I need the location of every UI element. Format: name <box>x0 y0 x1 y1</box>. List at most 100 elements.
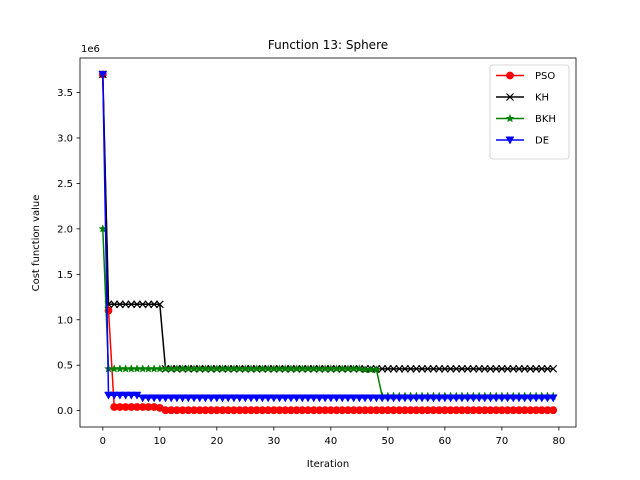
data-point-de <box>126 391 136 400</box>
data-point-de <box>189 394 199 403</box>
data-point-kh <box>515 364 523 373</box>
x-tick-label: 0 <box>100 436 106 447</box>
x-tick-label: 40 <box>324 436 337 447</box>
data-point-de <box>525 394 535 403</box>
y-tick-label: 1.0 <box>57 315 73 326</box>
y-tick-label: 0.0 <box>57 406 73 417</box>
data-point-de <box>309 394 319 403</box>
data-point-de <box>537 394 547 403</box>
data-point-de <box>337 394 347 403</box>
data-point-de <box>520 394 530 403</box>
data-point-kh <box>127 300 136 309</box>
x-tick-label: 60 <box>439 436 452 447</box>
legend-label: DE <box>535 136 549 147</box>
data-point-de <box>417 394 427 403</box>
data-point-de <box>161 394 170 403</box>
data-point-de <box>451 394 461 403</box>
data-point-bkh <box>354 364 364 373</box>
data-point-de <box>474 394 484 403</box>
data-point-de <box>400 394 410 403</box>
legend-item-pso: PSO <box>496 71 555 82</box>
data-point-de <box>372 394 381 403</box>
chart-title: Function 13: Sphere <box>268 38 388 52</box>
data-point-de <box>457 394 467 403</box>
data-point-de <box>223 394 233 403</box>
data-point-bkh <box>371 365 381 374</box>
data-point-kh <box>526 364 535 373</box>
data-point-kh <box>133 300 141 309</box>
legend-box <box>489 64 570 160</box>
legend: PSO KH BKH DE <box>489 64 570 160</box>
data-point-de <box>531 394 541 403</box>
y-tick-label: 1.5 <box>57 270 73 281</box>
x-tick-label: 70 <box>496 436 509 447</box>
data-point-de <box>104 391 113 400</box>
data-point-de <box>263 394 273 403</box>
data-point-de <box>109 391 119 400</box>
data-point-de <box>138 394 148 403</box>
data-point-kh <box>537 364 546 373</box>
data-point-de <box>246 394 256 403</box>
data-point-kh <box>497 364 506 373</box>
data-point-kh <box>463 364 472 373</box>
data-point-de <box>258 394 267 403</box>
legend-label: KH <box>535 93 549 104</box>
y-tick-label: 2.0 <box>57 224 73 235</box>
x-tick-label: 50 <box>381 436 394 447</box>
data-point-kh <box>389 364 398 373</box>
data-point-de <box>183 394 193 403</box>
data-point-kh <box>492 364 501 373</box>
legend-swatch-marker <box>506 71 514 80</box>
legend-swatch-marker <box>505 113 515 123</box>
series-layer <box>98 70 558 415</box>
data-point-de <box>178 394 188 403</box>
data-point-kh <box>469 364 478 373</box>
data-point-de <box>543 394 552 403</box>
plot-frame <box>79 57 577 428</box>
data-point-de <box>508 394 518 403</box>
data-point-de <box>275 394 284 403</box>
data-point-de <box>332 394 341 403</box>
data-point-kh <box>429 364 438 373</box>
data-point-de <box>503 394 513 403</box>
data-point-kh <box>395 364 404 373</box>
data-point-de <box>411 394 421 403</box>
y-tick-label: 3.0 <box>57 133 73 144</box>
data-point-de <box>326 394 336 403</box>
data-point-de <box>297 394 307 403</box>
data-point-kh <box>115 300 124 309</box>
legend-item-de: DE <box>496 136 549 147</box>
data-point-de <box>446 394 455 403</box>
data-point-pso <box>549 406 558 415</box>
data-point-de <box>320 394 330 403</box>
x-tick-label: 10 <box>153 436 166 447</box>
legend-item-kh: KH <box>496 93 549 104</box>
data-point-kh <box>440 364 449 373</box>
data-point-de <box>235 394 245 403</box>
legend-swatch-marker <box>505 136 515 145</box>
data-point-de <box>149 394 159 403</box>
data-point-de <box>497 394 507 403</box>
legend-item-bkh: BKH <box>496 113 556 125</box>
data-point-kh <box>423 364 432 373</box>
data-point-de <box>98 70 108 79</box>
data-point-de <box>286 394 296 403</box>
data-point-de <box>315 394 324 403</box>
data-point-de <box>366 394 376 403</box>
data-point-kh <box>486 364 495 373</box>
data-point-kh <box>418 364 426 373</box>
y-tick-label: 2.5 <box>57 179 73 190</box>
data-point-kh <box>480 364 489 373</box>
data-point-de <box>423 394 433 403</box>
x-tick-label: 80 <box>553 436 566 447</box>
data-point-kh <box>150 300 159 309</box>
data-point-kh <box>110 300 119 309</box>
data-point-de <box>440 394 450 403</box>
data-point-kh <box>138 300 147 309</box>
data-point-kh <box>121 300 130 309</box>
data-point-kh <box>406 364 415 373</box>
data-point-kh <box>520 364 529 373</box>
data-point-de <box>349 394 359 403</box>
data-point-kh <box>543 364 552 373</box>
